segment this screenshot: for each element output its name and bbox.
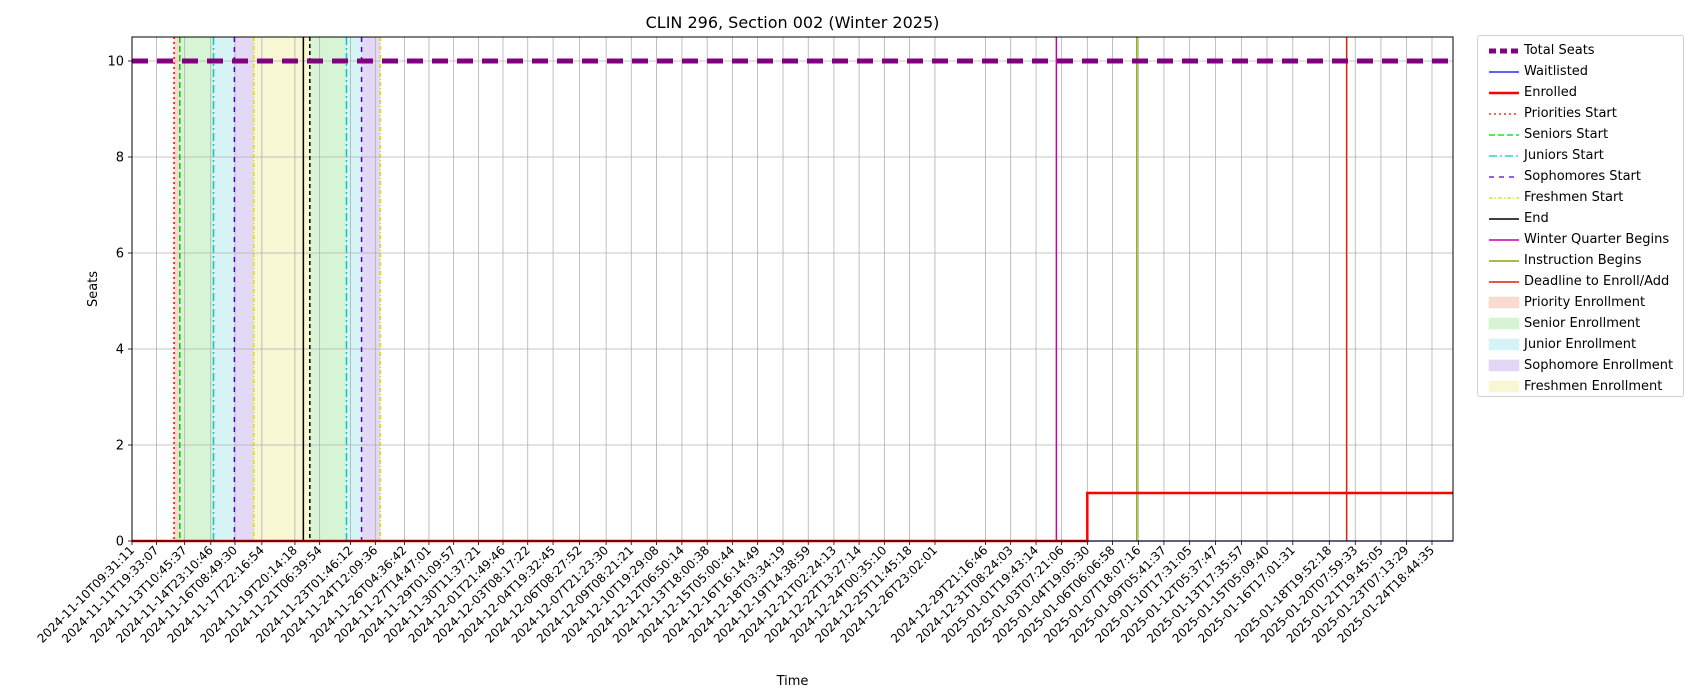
legend-swatch-1 bbox=[1489, 71, 1519, 73]
y-tick-label-5: 10 bbox=[107, 55, 124, 70]
y-axis: 0 2 4 6 8 10 bbox=[107, 55, 132, 550]
span-4-0 bbox=[253, 37, 310, 541]
plot-frame bbox=[131, 36, 1454, 542]
legend-item-13: Senior Enrollment bbox=[1478, 313, 1683, 334]
y-tick-label-2: 4 bbox=[116, 343, 124, 358]
markers-layer bbox=[173, 37, 1348, 541]
legend-label-13: Senior Enrollment bbox=[1524, 316, 1641, 331]
y-axis-label: Seats bbox=[86, 271, 101, 307]
legend-item-5: Juniors Start bbox=[1478, 145, 1683, 166]
legend-label-15: Sophomore Enrollment bbox=[1524, 358, 1674, 373]
legend-label-16: Freshmen Enrollment bbox=[1524, 379, 1663, 394]
legend-label-1: Waitlisted bbox=[1524, 64, 1589, 79]
x-axis-label: Time bbox=[776, 674, 809, 689]
legend-swatch-14 bbox=[1488, 338, 1520, 351]
legend-label-8: End bbox=[1524, 211, 1549, 226]
legend-item-7: Freshmen Start bbox=[1478, 187, 1683, 208]
legend-swatch-10 bbox=[1489, 260, 1519, 262]
legend-label-11: Deadline to Enroll/Add bbox=[1524, 274, 1670, 289]
legend-label-6: Sophomores Start bbox=[1524, 169, 1641, 184]
legend-label-2: Enrolled bbox=[1524, 85, 1577, 100]
legend-item-4: Seniors Start bbox=[1478, 124, 1683, 145]
legend-swatch-12 bbox=[1488, 296, 1520, 309]
legend-swatch-8 bbox=[1489, 218, 1519, 220]
legend-swatch-9 bbox=[1489, 239, 1519, 241]
legend-swatch-0 bbox=[1489, 48, 1519, 54]
legend-item-1: Waitlisted bbox=[1478, 61, 1683, 82]
legend-label-3: Priorities Start bbox=[1524, 106, 1617, 121]
y-tick-label-1: 2 bbox=[116, 439, 124, 454]
legend-swatch-3 bbox=[1489, 113, 1519, 115]
legend-label-14: Junior Enrollment bbox=[1524, 337, 1637, 352]
legend-swatch-5 bbox=[1489, 155, 1519, 157]
legend-item-8: End bbox=[1478, 208, 1683, 229]
legend-swatch-16 bbox=[1488, 380, 1520, 393]
span-2-0 bbox=[213, 37, 235, 541]
legend-swatch-11 bbox=[1489, 281, 1519, 283]
legend-swatch-7 bbox=[1489, 197, 1519, 199]
span-3-1 bbox=[361, 37, 381, 541]
legend-item-9: Winter Quarter Begins bbox=[1478, 229, 1683, 250]
span-3-0 bbox=[234, 37, 254, 541]
span-0-0 bbox=[174, 37, 180, 541]
legend-label-0: Total Seats bbox=[1524, 43, 1595, 58]
legend-swatch-13 bbox=[1488, 317, 1520, 330]
legend-label-12: Priority Enrollment bbox=[1524, 295, 1646, 310]
legend-label-4: Seniors Start bbox=[1524, 127, 1609, 142]
legend-item-6: Sophomores Start bbox=[1478, 166, 1683, 187]
legend-item-10: Instruction Begins bbox=[1478, 250, 1683, 271]
legend-label-10: Instruction Begins bbox=[1524, 253, 1642, 268]
span-2-1 bbox=[346, 37, 362, 541]
spans-layer bbox=[174, 37, 381, 541]
legend-item-16: Freshmen Enrollment bbox=[1478, 376, 1683, 397]
legend-item-11: Deadline to Enroll/Add bbox=[1478, 271, 1683, 292]
span-1-0 bbox=[179, 37, 214, 541]
legend-swatch-4 bbox=[1489, 134, 1519, 136]
y-tick-label-0: 0 bbox=[116, 535, 124, 550]
legend-item-12: Priority Enrollment bbox=[1478, 292, 1683, 313]
legend-swatch-2 bbox=[1489, 91, 1519, 95]
legend-swatch-15 bbox=[1488, 359, 1520, 372]
legend-item-0: Total Seats bbox=[1478, 40, 1683, 61]
legend-label-9: Winter Quarter Begins bbox=[1524, 232, 1670, 247]
legend-label-7: Freshmen Start bbox=[1524, 190, 1624, 205]
legend-item-2: Enrolled bbox=[1478, 82, 1683, 103]
legend-label-5: Juniors Start bbox=[1524, 148, 1604, 163]
legend-item-3: Priorities Start bbox=[1478, 103, 1683, 124]
x-axis: 2024-11-10T09:31:112024-11-11T19:33:0720… bbox=[35, 541, 1437, 646]
chart-title: CLIN 296, Section 002 (Winter 2025) bbox=[646, 13, 940, 32]
span-1-1 bbox=[309, 37, 347, 541]
y-tick-label-4: 8 bbox=[116, 151, 124, 166]
legend: Total Seats Waitlisted Enrolled Priorities … bbox=[1477, 35, 1684, 397]
legend-item-15: Sophomore Enrollment bbox=[1478, 355, 1683, 376]
y-tick-label-3: 6 bbox=[116, 247, 124, 262]
legend-item-14: Junior Enrollment bbox=[1478, 334, 1683, 355]
legend-swatch-6 bbox=[1489, 176, 1519, 178]
